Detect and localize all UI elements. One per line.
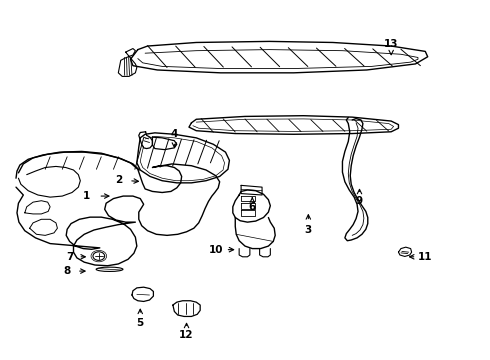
Text: 1: 1 <box>83 191 90 201</box>
Text: 2: 2 <box>115 175 122 185</box>
Text: 9: 9 <box>356 197 363 206</box>
Text: 13: 13 <box>384 39 398 49</box>
Text: 3: 3 <box>305 225 312 235</box>
Text: 4: 4 <box>171 129 178 139</box>
Text: 10: 10 <box>209 245 223 255</box>
Text: 6: 6 <box>249 202 256 212</box>
Text: 12: 12 <box>179 330 194 341</box>
Text: 5: 5 <box>137 318 144 328</box>
Text: 8: 8 <box>64 266 71 276</box>
Text: 11: 11 <box>418 252 433 262</box>
Text: 7: 7 <box>66 252 74 262</box>
